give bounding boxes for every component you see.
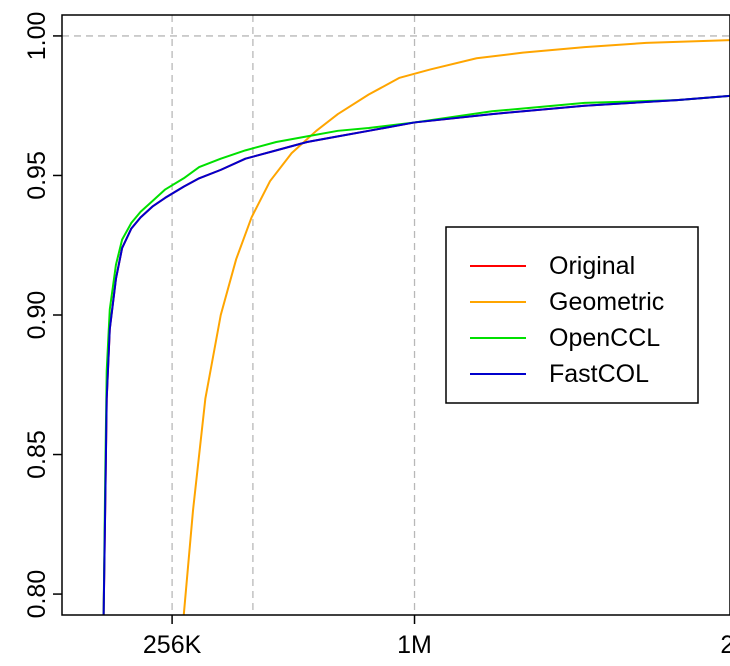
legend-label-geometric: Geometric	[549, 288, 664, 316]
axes: 256K 1M 2M 0.80 0.85 0.90 0.95 1.00	[23, 12, 730, 659]
y-tick-label: 0.80	[23, 570, 51, 619]
legend: Original Geometric OpenCCL FastCOL	[445, 226, 699, 404]
x-tick-label: 256K	[143, 631, 202, 659]
y-tick-label: 0.95	[23, 151, 51, 200]
x-tick-label: 1M	[397, 631, 432, 659]
series-lines	[102, 39, 730, 615]
legend-label-original: Original	[549, 252, 635, 280]
x-tick-label: 2M	[720, 631, 730, 659]
y-tick-label: 1.00	[23, 12, 51, 61]
series-line-geometric	[182, 39, 730, 615]
y-tick-label: 0.90	[23, 291, 51, 340]
y-tick-label: 0.85	[23, 430, 51, 479]
series-line-fastcol	[102, 94, 730, 615]
legend-label-fastcol: FastCOL	[549, 360, 649, 388]
grid-lines	[62, 15, 730, 615]
legend-label-openccl: OpenCCL	[549, 324, 660, 352]
